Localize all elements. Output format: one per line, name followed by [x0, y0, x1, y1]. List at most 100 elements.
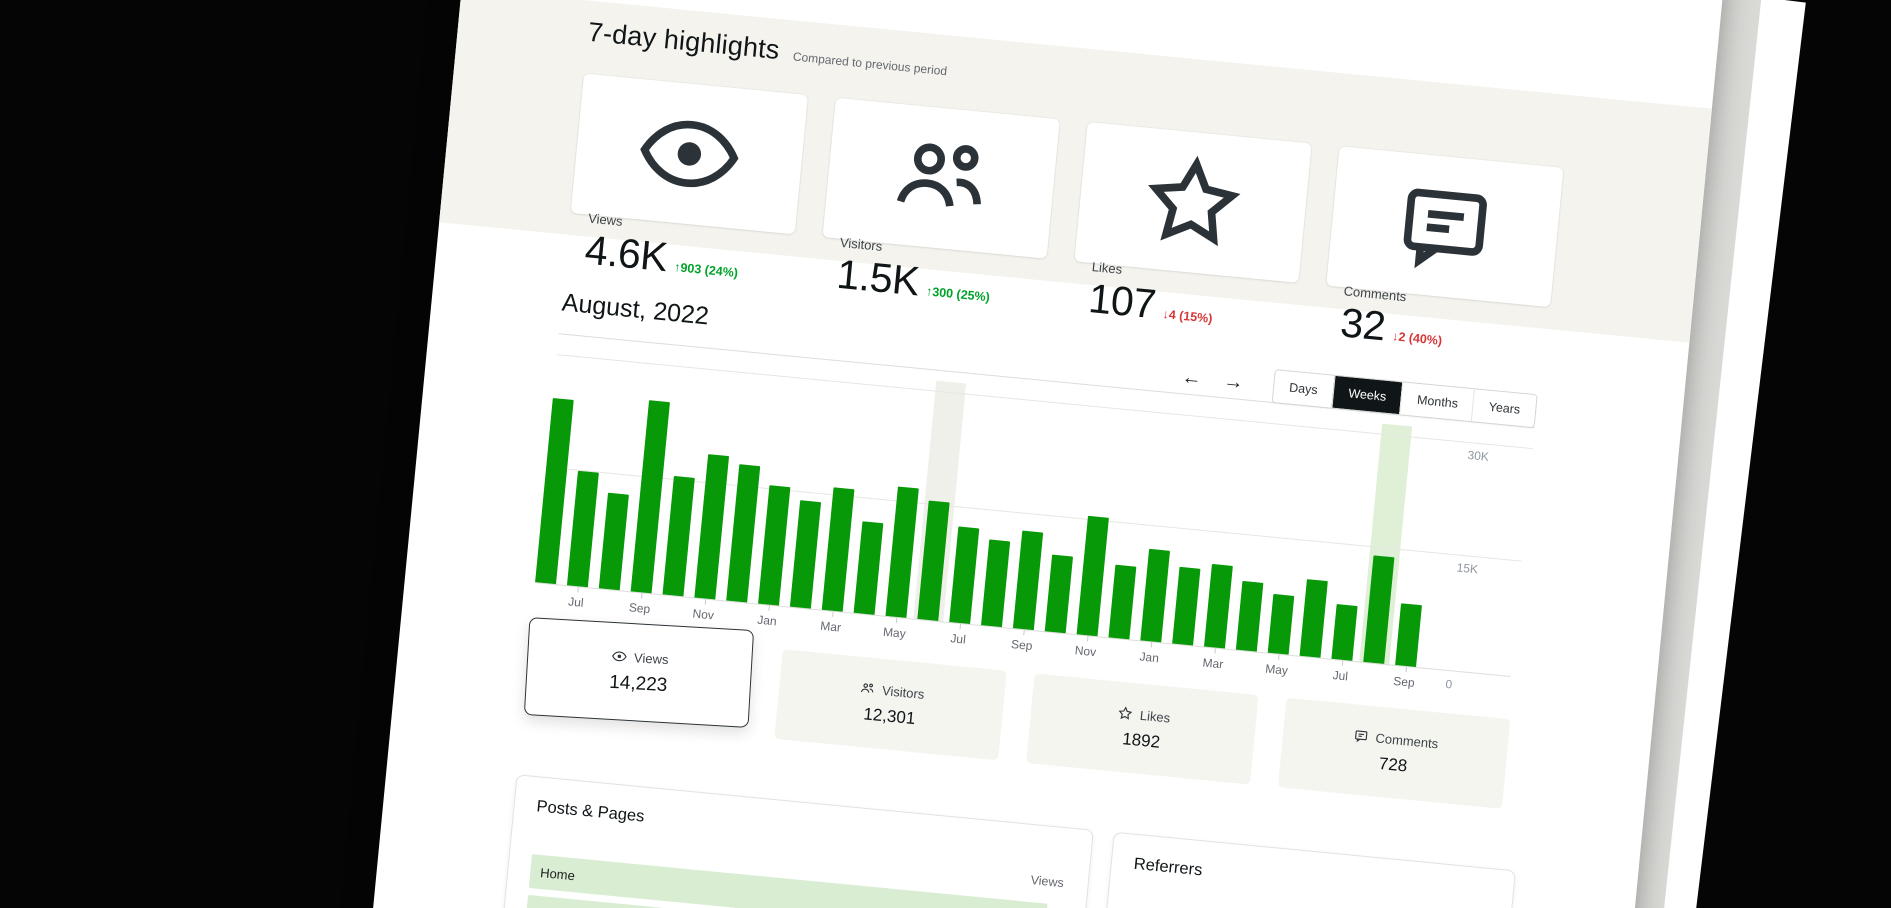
tab-days[interactable]: Days [1272, 370, 1335, 408]
week-bar-18[interactable] [1076, 515, 1109, 637]
summary-card-header: Comments [1352, 727, 1439, 751]
week-bar-26[interactable] [1331, 604, 1358, 661]
x-axis-label: Jan [1138, 649, 1160, 666]
x-axis-label: May [882, 624, 907, 641]
summary-card-header: Likes [1116, 705, 1171, 726]
summary-card-header: Visitors [859, 680, 926, 702]
week-bar-17[interactable] [1044, 554, 1074, 634]
week-bar-8[interactable] [758, 485, 791, 606]
tab-years[interactable]: Years [1471, 389, 1537, 428]
week-bar-11[interactable] [853, 521, 884, 615]
week-bar-1[interactable] [535, 397, 574, 585]
summary-card-value: 12,301 [862, 704, 917, 729]
star-icon [1116, 705, 1133, 722]
summary-card-value: 14,223 [608, 671, 668, 697]
tab-weeks[interactable]: Weeks [1330, 375, 1403, 415]
week-bar-6[interactable] [694, 454, 730, 600]
x-axis-label: May [1264, 661, 1289, 678]
traffic-section: August, 2022 ← → Days Weeks Months Years 30… [392, 222, 1564, 818]
week-bar-7[interactable] [726, 464, 761, 603]
people-icon [842, 115, 1040, 241]
x-axis-label: Sep [628, 600, 651, 617]
x-axis-tick [1150, 642, 1152, 648]
posts-pages-title: Posts & Pages [535, 797, 646, 826]
week-bar-23[interactable] [1235, 580, 1264, 652]
week-bar-28[interactable] [1395, 603, 1422, 667]
x-axis-label: Sep [1392, 673, 1416, 690]
week-bar-21[interactable] [1172, 566, 1201, 646]
x-axis-label: Mar [1201, 655, 1224, 672]
x-axis-label: Jul [1332, 668, 1349, 684]
x-axis-label: Sep [1010, 637, 1034, 654]
week-bar-20[interactable] [1140, 548, 1171, 643]
x-axis-label: Nov [1074, 643, 1097, 660]
highlight-cards-row: Views 4.6K ↑903 (24%) Visitors 1.5K ↑300 (25%… [570, 73, 1705, 349]
y-axis-label: 15K [1456, 560, 1479, 577]
summary-card-header: Views [611, 648, 669, 667]
x-axis-tick [1341, 660, 1343, 666]
week-bar-22[interactable] [1204, 563, 1233, 649]
summary-card-comments[interactable]: Comments 728 [1277, 697, 1511, 809]
week-bar-25[interactable] [1299, 579, 1328, 658]
highlights-section: 7-day highlights Compared to previous pe… [439, 0, 1712, 349]
post-row-label: Home [539, 864, 576, 883]
x-axis-tick [1277, 654, 1280, 660]
week-bar-15[interactable] [981, 539, 1011, 628]
eye-icon [590, 91, 788, 217]
week-bar-10[interactable] [821, 487, 855, 612]
summary-card-visitors[interactable]: Visitors 12,301 [774, 649, 1007, 761]
week-bar-24[interactable] [1267, 593, 1295, 655]
week-bar-2[interactable] [566, 470, 599, 588]
x-axis-tick [1213, 648, 1216, 654]
week-bar-27[interactable] [1363, 555, 1395, 664]
summary-card-views[interactable]: Views 14,223 [523, 617, 755, 728]
next-period-button[interactable]: → [1216, 369, 1250, 396]
comment-icon [1352, 727, 1369, 744]
x-axis-tick [1022, 630, 1025, 636]
summary-card-label: Likes [1139, 707, 1171, 726]
eye-icon [611, 648, 628, 665]
week-bar-19[interactable] [1108, 564, 1137, 640]
x-axis-tick [767, 605, 770, 611]
highlights-title: 7-day highlights [586, 16, 781, 66]
x-axis-tick [831, 611, 834, 617]
posts-rows: HomeFujifilm x100 reviewed4.3KLand of fi… [521, 854, 1064, 908]
summary-card-likes[interactable]: Likes 1892 [1026, 673, 1259, 785]
x-axis-tick [704, 599, 706, 605]
post-row-bar: Home [528, 854, 1048, 908]
week-bar-3[interactable] [598, 492, 629, 591]
week-bar-5[interactable] [662, 475, 695, 597]
people-icon [859, 680, 876, 697]
highlight-card-likes: Likes 107 ↓4 (15%) [1074, 121, 1312, 327]
week-bar-4[interactable] [630, 400, 670, 594]
week-bar-9[interactable] [789, 500, 822, 609]
week-bar-16[interactable] [1012, 530, 1044, 631]
x-axis-tick [895, 617, 897, 623]
summary-card-label: Visitors [881, 682, 926, 702]
posts-views-column-header: Views [1030, 873, 1065, 891]
summary-card-label: Views [633, 649, 669, 667]
x-axis-label: Jul [567, 594, 585, 610]
y-axis-label: 30K [1466, 447, 1490, 464]
referrers-title: Referrers [1133, 854, 1204, 880]
x-axis-tick [959, 624, 961, 630]
week-bar-12[interactable] [885, 486, 919, 618]
summary-card-label: Comments [1374, 729, 1439, 751]
previous-period-button[interactable]: ← [1175, 365, 1209, 392]
stats-dashboard-page: 7-day highlights Compared to previous pe… [329, 0, 1726, 908]
x-axis-label: Mar [819, 618, 842, 635]
tab-months[interactable]: Months [1399, 382, 1475, 422]
metric-summary-row: Views 14,223 Visitors 12,301 Likes 1892 Commen… [522, 617, 1537, 819]
x-axis-label: Nov [691, 606, 715, 623]
x-axis-tick [1405, 666, 1407, 673]
x-axis-tick [640, 593, 643, 599]
star-icon [1094, 140, 1292, 266]
referrers-card: Referrers Views Google6.2K [1096, 831, 1516, 908]
week-bar-14[interactable] [949, 526, 980, 625]
highlight-card-comments: Comments 32 ↓2 (40%) [1326, 146, 1564, 349]
x-axis-tick [1086, 636, 1088, 642]
post-row[interactable]: Home [528, 854, 1064, 908]
summary-card-value: 728 [1378, 753, 1409, 776]
week-bar-13[interactable] [917, 500, 950, 621]
